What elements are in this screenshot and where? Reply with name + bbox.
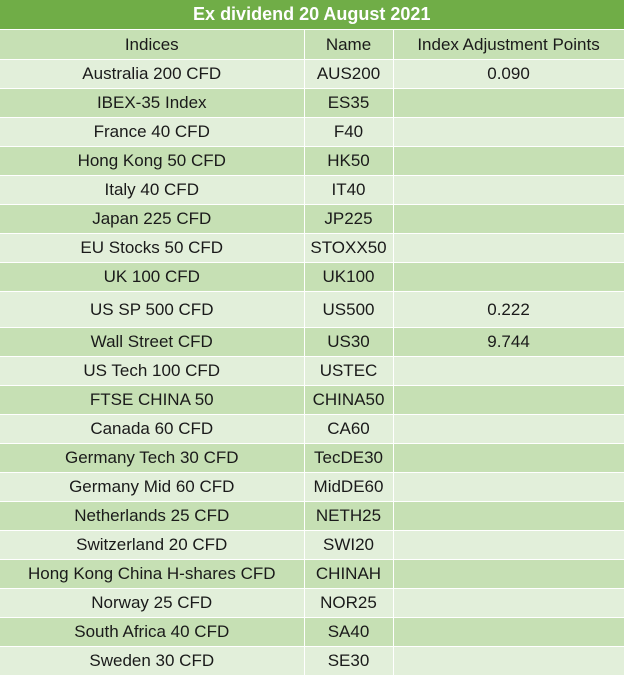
points-cell	[393, 146, 624, 176]
index-cell: Netherlands 25 CFD	[0, 501, 305, 531]
table-row: Italy 40 CFD IT40	[0, 175, 624, 205]
index-cell: Hong Kong China H-shares CFD	[0, 559, 305, 589]
points-cell	[393, 501, 624, 531]
table-title: Ex dividend 20 August 2021	[0, 0, 624, 30]
table-row: Germany Tech 30 CFD TecDE30	[0, 443, 624, 473]
header-row: Indices Name Index Adjustment Points	[0, 29, 624, 60]
symbol-cell: TecDE30	[304, 443, 394, 473]
symbol-cell: HK50	[304, 146, 394, 176]
points-cell	[393, 356, 624, 386]
symbol-cell: NETH25	[304, 501, 394, 531]
index-cell: Hong Kong 50 CFD	[0, 146, 305, 176]
symbol-cell: ES35	[304, 88, 394, 118]
table-row: Hong Kong 50 CFD HK50	[0, 146, 624, 176]
symbol-cell: USTEC	[304, 356, 394, 386]
index-cell: Switzerland 20 CFD	[0, 530, 305, 560]
symbol-cell: US500	[304, 291, 394, 328]
table-row: Switzerland 20 CFD SWI20	[0, 530, 624, 560]
points-cell	[393, 117, 624, 147]
table-row: Sweden 30 CFD SE30	[0, 646, 624, 676]
index-cell: South Africa 40 CFD	[0, 617, 305, 647]
table-row: Japan 225 CFD JP225	[0, 204, 624, 234]
table-row: Hong Kong China H-shares CFD CHINAH	[0, 559, 624, 589]
points-cell	[393, 88, 624, 118]
table-row: US Tech 100 CFD USTEC	[0, 356, 624, 386]
symbol-cell: CHINAH	[304, 559, 394, 589]
index-cell: IBEX-35 Index	[0, 88, 305, 118]
index-cell: Sweden 30 CFD	[0, 646, 305, 676]
symbol-cell: IT40	[304, 175, 394, 205]
table-row: South Africa 40 CFD SA40	[0, 617, 624, 647]
table-row: US SP 500 CFD US500 0.222	[0, 291, 624, 328]
symbol-cell: F40	[304, 117, 394, 147]
table-row: UK 100 CFD UK100	[0, 262, 624, 292]
index-cell: Germany Tech 30 CFD	[0, 443, 305, 473]
column-header-points: Index Adjustment Points	[393, 29, 624, 60]
points-cell: 0.090	[393, 59, 624, 89]
symbol-cell: SE30	[304, 646, 394, 676]
index-cell: Germany Mid 60 CFD	[0, 472, 305, 502]
symbol-cell: NOR25	[304, 588, 394, 618]
table-row: Germany Mid 60 CFD MidDE60	[0, 472, 624, 502]
points-cell	[393, 530, 624, 560]
table-row: Norway 25 CFD NOR25	[0, 588, 624, 618]
symbol-cell: JP225	[304, 204, 394, 234]
symbol-cell: STOXX50	[304, 233, 394, 263]
points-cell	[393, 443, 624, 473]
index-cell: Wall Street CFD	[0, 327, 305, 357]
index-cell: EU Stocks 50 CFD	[0, 233, 305, 263]
table-row: FTSE CHINA 50 CHINA50	[0, 385, 624, 415]
table-row: Wall Street CFD US30 9.744	[0, 327, 624, 357]
points-cell	[393, 204, 624, 234]
points-cell	[393, 646, 624, 676]
symbol-cell: CHINA50	[304, 385, 394, 415]
index-cell: US SP 500 CFD	[0, 291, 305, 328]
column-header-name: Name	[304, 29, 394, 60]
points-cell	[393, 385, 624, 415]
points-cell	[393, 414, 624, 444]
table-row: Australia 200 CFD AUS200 0.090	[0, 59, 624, 89]
index-cell: Italy 40 CFD	[0, 175, 305, 205]
symbol-cell: US30	[304, 327, 394, 357]
index-cell: US Tech 100 CFD	[0, 356, 305, 386]
points-cell	[393, 233, 624, 263]
index-cell: Japan 225 CFD	[0, 204, 305, 234]
symbol-cell: MidDE60	[304, 472, 394, 502]
column-header-indices: Indices	[0, 29, 305, 60]
symbol-cell: CA60	[304, 414, 394, 444]
table-row: Netherlands 25 CFD NETH25	[0, 501, 624, 531]
index-cell: FTSE CHINA 50	[0, 385, 305, 415]
table-row: Canada 60 CFD CA60	[0, 414, 624, 444]
symbol-cell: SWI20	[304, 530, 394, 560]
points-cell	[393, 559, 624, 589]
table-row: IBEX-35 Index ES35	[0, 88, 624, 118]
index-cell: Canada 60 CFD	[0, 414, 305, 444]
table-row: France 40 CFD F40	[0, 117, 624, 147]
points-cell	[393, 262, 624, 292]
points-cell	[393, 588, 624, 618]
index-cell: UK 100 CFD	[0, 262, 305, 292]
points-cell	[393, 617, 624, 647]
title-row: Ex dividend 20 August 2021	[0, 0, 624, 30]
index-cell: Australia 200 CFD	[0, 59, 305, 89]
points-cell	[393, 472, 624, 502]
symbol-cell: AUS200	[304, 59, 394, 89]
symbol-cell: UK100	[304, 262, 394, 292]
points-cell: 9.744	[393, 327, 624, 357]
symbol-cell: SA40	[304, 617, 394, 647]
index-cell: France 40 CFD	[0, 117, 305, 147]
index-cell: Norway 25 CFD	[0, 588, 305, 618]
table-row: EU Stocks 50 CFD STOXX50	[0, 233, 624, 263]
points-cell: 0.222	[393, 291, 624, 328]
points-cell	[393, 175, 624, 205]
